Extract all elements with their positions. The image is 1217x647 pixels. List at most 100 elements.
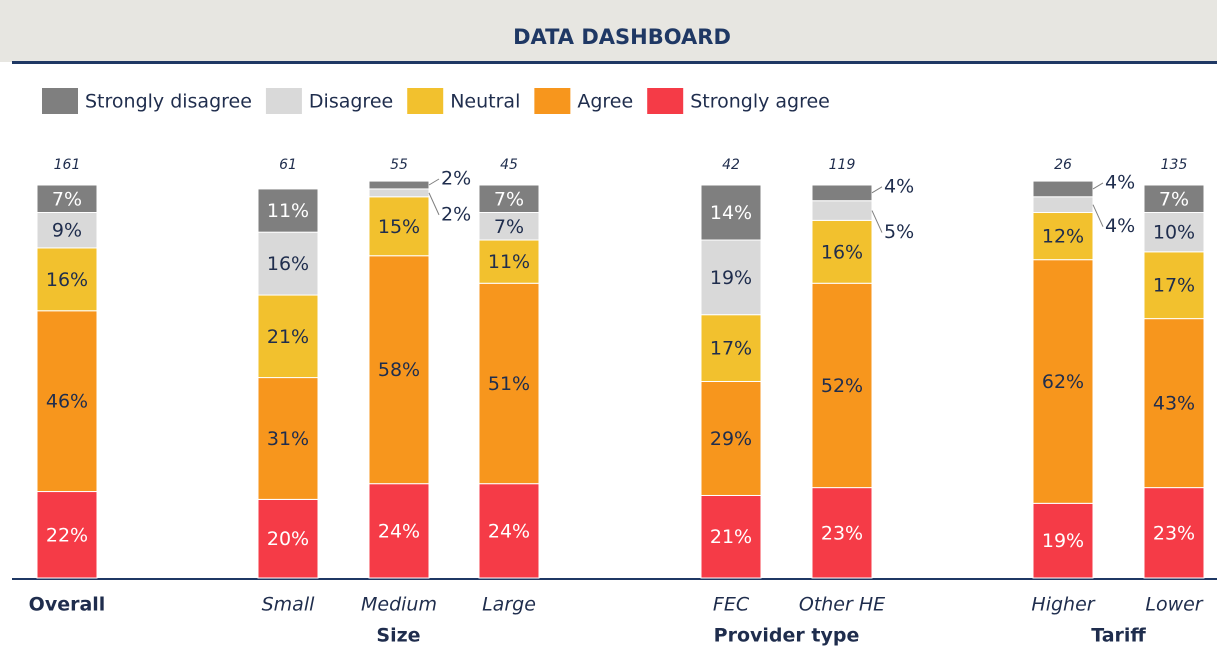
header-title: DATA DASHBOARD — [513, 25, 731, 49]
data-label: 21% — [267, 326, 309, 348]
bar-segment — [257, 294, 319, 379]
data-label: 7% — [494, 188, 524, 210]
bar-segment — [1032, 259, 1094, 504]
data-label: 2% — [441, 203, 471, 225]
data-label: 4% — [1105, 171, 1135, 193]
leader-line — [871, 186, 883, 194]
count-label: 26 — [1054, 157, 1072, 173]
bar-segment — [478, 212, 540, 241]
data-label: 2% — [441, 168, 471, 190]
bar-segment — [368, 483, 430, 579]
legend-label: Agree — [577, 91, 633, 113]
bar-segment — [478, 239, 540, 284]
count-label: 161 — [54, 157, 81, 173]
bar-segment — [368, 255, 430, 485]
data-label: 10% — [1153, 222, 1195, 244]
category-label: Small — [262, 594, 315, 616]
data-label: 46% — [46, 391, 88, 413]
bar-segment — [478, 282, 540, 485]
data-label: 16% — [267, 253, 309, 275]
header-band — [0, 0, 1217, 62]
count-label: 42 — [722, 157, 740, 173]
data-label: 21% — [710, 526, 752, 548]
leader-line — [871, 210, 883, 233]
bar-segment — [1032, 196, 1094, 214]
bar-segment — [257, 231, 319, 296]
data-label: 12% — [1042, 226, 1084, 248]
data-label: 23% — [821, 522, 863, 544]
bar-segment — [368, 180, 430, 190]
count-label: 55 — [390, 157, 408, 173]
category-label: Higher — [1031, 594, 1095, 616]
leader-line — [1092, 182, 1104, 190]
data-label: 62% — [1042, 371, 1084, 393]
data-label: 4% — [1105, 215, 1135, 237]
data-label: 14% — [710, 202, 752, 224]
bar-segment — [257, 498, 319, 579]
bar-segment — [700, 239, 762, 316]
category-label: FEC — [713, 594, 750, 616]
category-label: Lower — [1145, 594, 1203, 616]
leader-line — [428, 178, 440, 186]
legend-label: Neutral — [450, 91, 520, 113]
bar-segment — [36, 212, 98, 249]
legend-label: Disagree — [309, 91, 393, 113]
data-label: 15% — [378, 216, 420, 238]
bar-segment — [811, 184, 873, 202]
legend-swatch — [42, 88, 78, 114]
bar-segment — [257, 188, 319, 233]
data-label: 16% — [46, 269, 88, 291]
category-label: Medium — [361, 594, 437, 616]
count-label: 45 — [500, 157, 518, 173]
data-label: 24% — [378, 520, 420, 542]
bar-segment — [368, 196, 430, 257]
legend-swatch — [407, 88, 444, 114]
bar-segment — [811, 487, 873, 579]
bar-segment — [1143, 184, 1205, 214]
legend-swatch — [265, 88, 302, 114]
data-label: 19% — [710, 267, 752, 289]
data-label: 17% — [1153, 275, 1195, 297]
data-label: 23% — [1153, 522, 1195, 544]
legend-swatch — [647, 88, 684, 114]
data-label: 9% — [52, 220, 82, 242]
data-label: 19% — [1042, 530, 1084, 552]
bar-segment — [257, 377, 319, 500]
data-label: 58% — [378, 359, 420, 381]
data-label: 7% — [52, 188, 82, 210]
data-label: 17% — [710, 338, 752, 360]
bar-segment — [811, 200, 873, 221]
bar-segment — [1032, 502, 1094, 579]
count-label: 135 — [1161, 157, 1188, 173]
data-label: 7% — [1159, 188, 1189, 210]
bar-segment — [700, 314, 762, 382]
data-label: 22% — [46, 524, 88, 546]
legend-swatch — [534, 88, 571, 114]
bar-segment — [700, 381, 762, 496]
bar-segment — [478, 184, 540, 214]
header-rule — [12, 61, 1217, 64]
group-label: Size — [376, 625, 420, 647]
bar-segment — [36, 491, 98, 579]
data-label: 24% — [488, 520, 530, 542]
bar-segment — [811, 282, 873, 489]
data-label: 16% — [821, 241, 863, 263]
category-label: Overall — [29, 594, 106, 616]
category-label: Large — [482, 594, 536, 616]
data-label: 43% — [1153, 393, 1195, 415]
data-label: 31% — [267, 428, 309, 450]
data-label: 11% — [267, 200, 309, 222]
data-label: 29% — [710, 428, 752, 450]
bar-segment — [1143, 212, 1205, 253]
bar-segment — [811, 219, 873, 284]
bar-segment — [36, 184, 98, 214]
legend-label: Strongly disagree — [85, 91, 252, 113]
category-label: Other HE — [799, 594, 885, 616]
leader-line — [428, 192, 440, 216]
data-label: 4% — [884, 175, 914, 197]
bar-segment — [1143, 487, 1205, 579]
data-label: 7% — [494, 216, 524, 238]
legend-label: Strongly agree — [690, 91, 830, 113]
count-label: 61 — [279, 157, 297, 173]
